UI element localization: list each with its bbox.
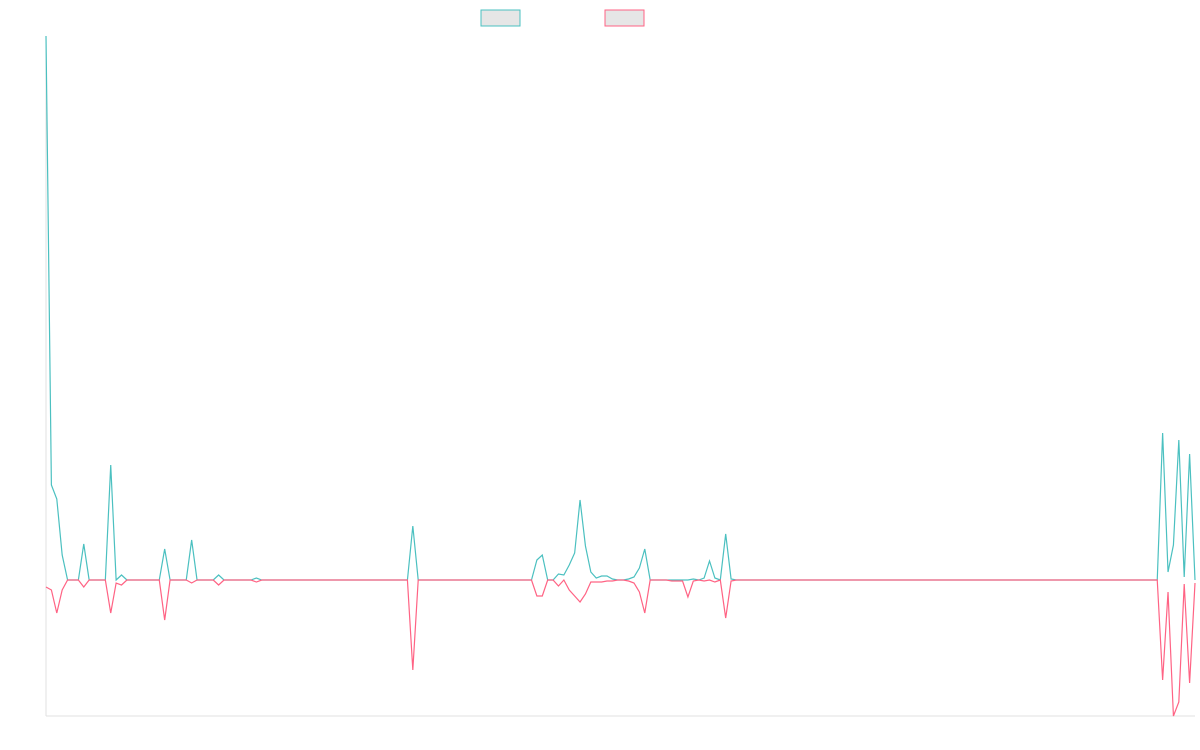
legend-swatch <box>480 9 521 27</box>
legend-swatch <box>604 9 645 27</box>
series-line <box>45 578 1196 717</box>
series-line <box>45 35 1196 582</box>
